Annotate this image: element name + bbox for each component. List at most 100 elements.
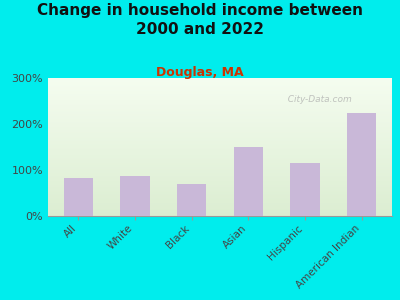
Bar (48, 178, 392, 179)
Bar (48, 152, 392, 153)
Bar (48, 95, 392, 97)
Bar (48, 143, 392, 145)
Bar (120, 176, 150, 216)
Bar (48, 189, 392, 190)
Bar (48, 174, 392, 175)
Bar (48, 188, 392, 189)
Bar (48, 136, 392, 138)
Bar (48, 204, 392, 206)
Bar (48, 141, 392, 142)
Bar (48, 123, 392, 124)
Bar (177, 184, 206, 216)
Bar (48, 199, 392, 200)
Bar (48, 175, 392, 177)
Bar (48, 91, 392, 92)
Bar (48, 212, 392, 214)
Bar (48, 160, 392, 161)
Bar (48, 154, 392, 156)
Bar (48, 185, 392, 186)
Bar (48, 128, 392, 130)
Bar (48, 150, 392, 152)
Bar (48, 181, 392, 182)
Bar (48, 126, 392, 127)
Bar (48, 133, 392, 134)
Bar (48, 101, 392, 102)
Bar (48, 122, 392, 123)
Bar (48, 171, 392, 172)
Bar (48, 159, 392, 160)
Bar (48, 182, 392, 184)
Bar (48, 214, 392, 215)
Bar (48, 193, 392, 195)
Bar (48, 131, 392, 133)
Bar (347, 112, 376, 216)
Bar (48, 116, 392, 117)
Bar (48, 161, 392, 163)
Bar (48, 164, 392, 166)
Bar (48, 110, 392, 112)
Bar (48, 120, 392, 122)
Bar (48, 172, 392, 174)
Bar (48, 203, 392, 204)
Bar (48, 140, 392, 141)
Bar (48, 92, 392, 94)
Bar (48, 163, 392, 164)
Bar (48, 196, 392, 197)
Bar (48, 167, 392, 168)
Bar (48, 94, 392, 95)
Bar (48, 134, 392, 135)
Bar (48, 208, 392, 210)
Bar (48, 119, 392, 120)
Bar (48, 190, 392, 192)
Bar (48, 211, 392, 212)
Bar (48, 210, 392, 211)
Bar (48, 206, 392, 207)
Bar (64, 178, 93, 216)
Bar (48, 106, 392, 108)
Bar (48, 124, 392, 126)
Bar (48, 192, 392, 193)
Bar (48, 156, 392, 157)
Bar (48, 98, 392, 99)
Bar (48, 99, 392, 101)
Bar (48, 84, 392, 86)
Bar (290, 163, 320, 216)
Bar (48, 127, 392, 128)
Bar (48, 195, 392, 196)
Bar (48, 135, 392, 136)
Bar (48, 87, 392, 88)
Bar (48, 108, 392, 109)
Bar (48, 200, 392, 202)
Bar (234, 147, 263, 216)
Text: City-Data.com: City-Data.com (282, 94, 352, 103)
Bar (48, 177, 392, 178)
Bar (48, 102, 392, 104)
Bar (48, 103, 392, 105)
Bar (48, 79, 392, 80)
Bar (48, 117, 392, 119)
Bar (48, 88, 392, 90)
Bar (48, 207, 392, 208)
Bar (48, 157, 392, 159)
Bar (48, 138, 392, 140)
Bar (48, 77, 392, 79)
Bar (48, 112, 392, 113)
Bar (48, 202, 392, 203)
Bar (48, 113, 392, 115)
Bar (48, 145, 392, 146)
Text: Douglas, MA: Douglas, MA (156, 66, 244, 79)
Bar (48, 197, 392, 199)
Bar (48, 130, 392, 131)
Bar (48, 166, 392, 167)
Bar (48, 179, 392, 181)
Bar (48, 115, 392, 116)
Bar (48, 83, 392, 84)
Bar (48, 105, 392, 106)
Bar (48, 170, 392, 171)
Bar (48, 90, 392, 91)
Bar (48, 97, 392, 98)
Bar (48, 148, 392, 149)
Bar (48, 109, 392, 110)
Bar (48, 146, 392, 148)
Bar (48, 142, 392, 143)
